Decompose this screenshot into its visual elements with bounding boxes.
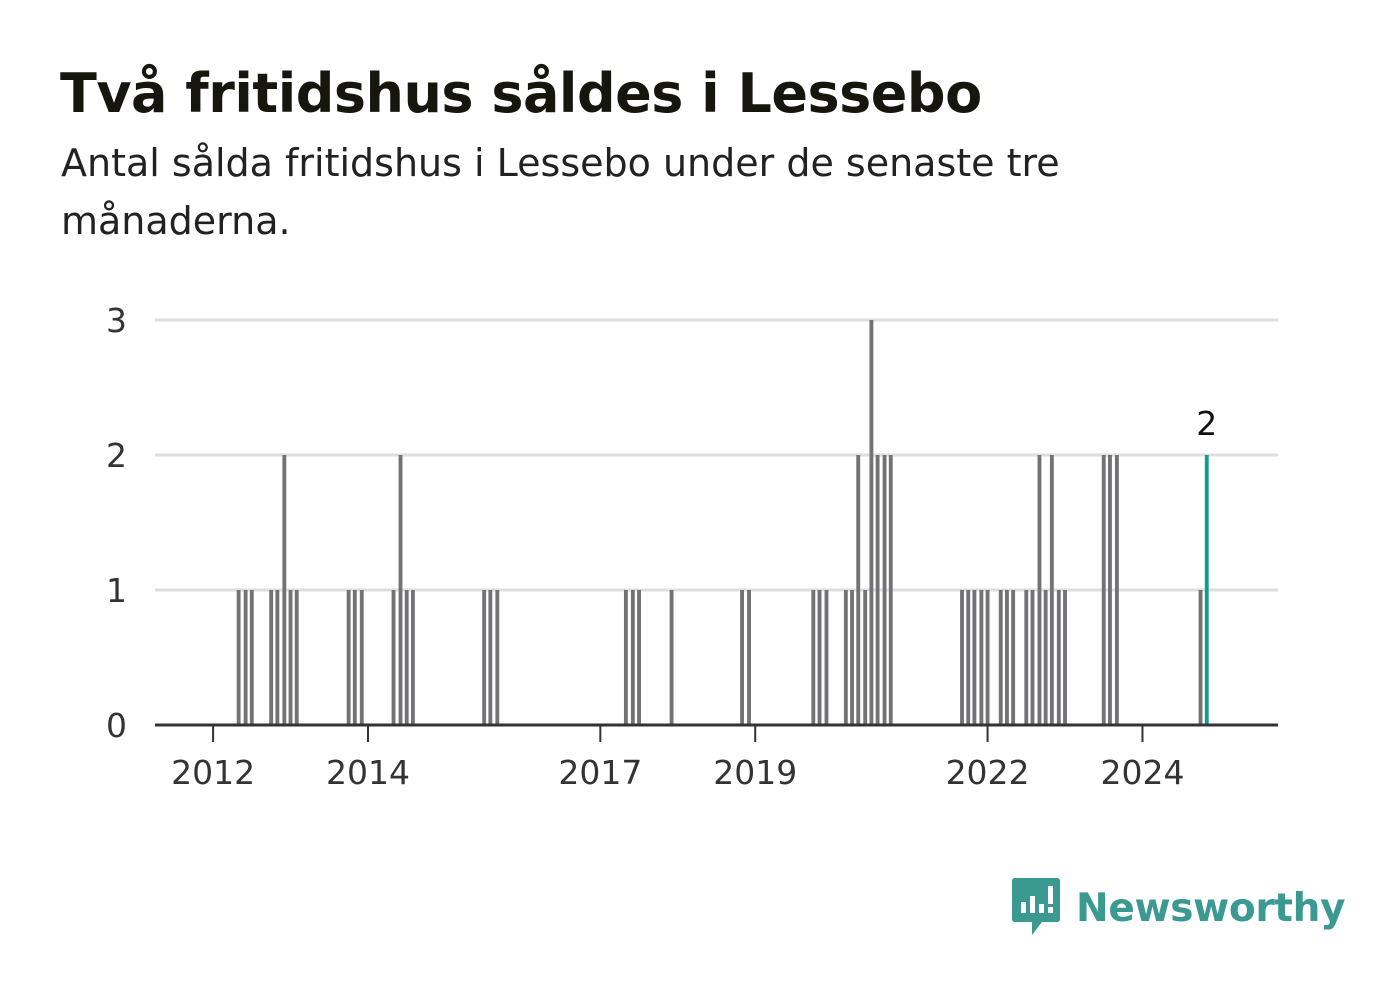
x-tick-label: 2022: [946, 753, 1030, 792]
bar: [998, 590, 1003, 725]
bar: [482, 590, 487, 725]
bar: [1043, 590, 1048, 725]
newsworthy-logo-icon: [1012, 878, 1060, 935]
y-tick-label: 0: [106, 706, 127, 745]
bar: [623, 590, 628, 725]
data-labels: 2: [1196, 404, 1217, 443]
bar: [863, 590, 868, 725]
bar: [869, 320, 874, 725]
y-tick-label: 2: [106, 436, 127, 475]
bar: [269, 590, 274, 725]
data-label: 2: [1196, 404, 1217, 443]
bar: [1108, 455, 1112, 725]
bar: [637, 590, 641, 725]
x-tick-label: 2014: [326, 753, 410, 792]
bar: [282, 455, 287, 725]
bar: [1114, 455, 1119, 725]
bar: [1037, 455, 1042, 725]
bar: [972, 590, 977, 725]
bar: [888, 455, 893, 725]
bar: [1049, 455, 1054, 725]
bars: [236, 320, 1209, 725]
bar: [985, 590, 990, 725]
bar: [404, 590, 409, 725]
bar: [275, 590, 280, 725]
bar: [249, 590, 254, 725]
bar: [882, 455, 887, 725]
brand: Newsworthy: [1010, 876, 1346, 940]
bar: [1056, 590, 1061, 725]
bar: [243, 590, 248, 725]
y-axis-ticks: 0 1 2 3: [106, 301, 127, 745]
bar: [346, 590, 351, 725]
bar: [359, 590, 364, 725]
bar: [410, 590, 415, 725]
x-tick-label: 2012: [171, 753, 255, 792]
bar-highlight: [1204, 455, 1209, 725]
bar: [352, 590, 357, 725]
bar: [1198, 590, 1203, 725]
bar: [669, 590, 674, 725]
bar: [488, 590, 493, 725]
x-axis-ticks: 2012 2014 2017 2019 2022 2024: [171, 725, 1184, 792]
bar: [1030, 590, 1035, 725]
bar: [236, 590, 241, 725]
x-tick-label: 2017: [558, 753, 642, 792]
bar: [843, 590, 848, 725]
bar: [1063, 590, 1067, 725]
bar: [960, 590, 964, 725]
bar: [1011, 590, 1016, 725]
brand-name: Newsworthy: [1076, 885, 1346, 931]
chart-subtitle: Antal sålda fritidshus i Lessebo under d…: [61, 141, 1060, 243]
bar: [294, 590, 299, 725]
bar: [391, 590, 396, 725]
bar: [850, 590, 854, 725]
bar: [811, 590, 816, 725]
grid-lines: [155, 318, 1278, 592]
x-tick-label: 2024: [1100, 753, 1184, 792]
bar: [288, 590, 293, 725]
bar: [495, 590, 500, 725]
bar: [856, 455, 861, 725]
bar: [1024, 590, 1029, 725]
bar: [398, 455, 403, 725]
bar: [979, 590, 984, 725]
bar: [740, 590, 744, 725]
bar: [1004, 590, 1009, 725]
y-tick-label: 3: [106, 301, 127, 340]
bar: [630, 590, 635, 725]
bar: [966, 590, 971, 725]
chart-title: Två fritidshus såldes i Lessebo: [60, 62, 982, 125]
x-tick-label: 2019: [713, 753, 797, 792]
bar: [817, 590, 822, 725]
bar: [824, 590, 829, 725]
y-tick-label: 1: [106, 571, 127, 610]
bar: [1101, 455, 1106, 725]
bar: [747, 590, 751, 725]
bar: [875, 455, 880, 725]
